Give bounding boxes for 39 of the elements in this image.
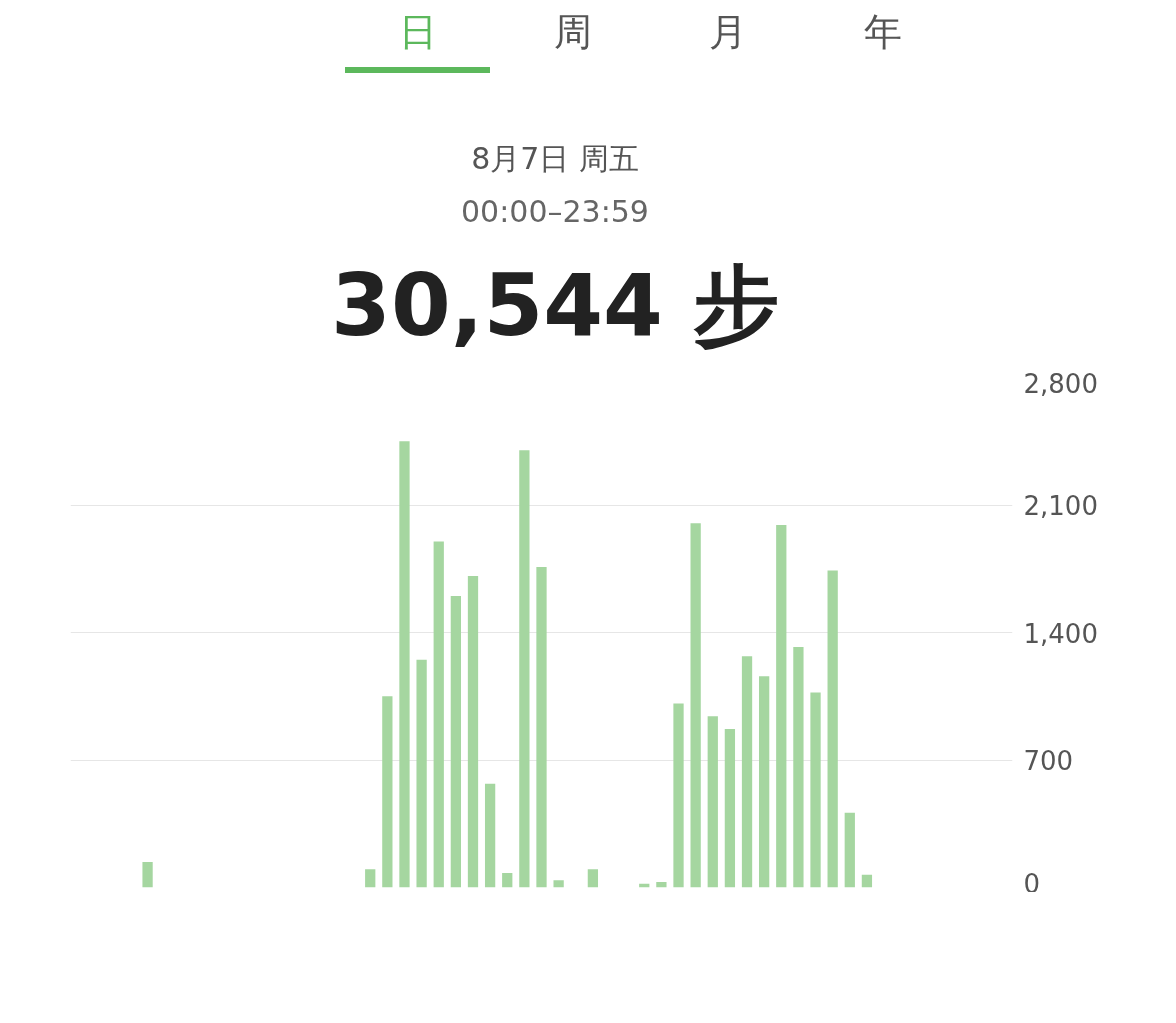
bar (707, 716, 718, 888)
bar (741, 655, 753, 888)
y-tick-label: 0 (1023, 868, 1041, 899)
bar (484, 783, 496, 888)
text: 年 (863, 9, 902, 56)
bar (416, 659, 427, 888)
chart-title: 30,544 步 (331, 253, 779, 357)
bar (861, 874, 873, 888)
bar (587, 869, 599, 888)
bar (810, 692, 821, 888)
bar (793, 646, 804, 888)
bar (827, 570, 838, 888)
bar (519, 450, 530, 888)
y-tick-label: 1,400 (1023, 618, 1098, 649)
bar (399, 441, 410, 888)
bar (759, 676, 770, 888)
chart-subtitle: 00:00–23:59 (461, 193, 649, 232)
y-tick-label: 2,800 (1023, 368, 1098, 399)
bar (553, 880, 564, 888)
text: 8月7日 周五 (471, 140, 639, 179)
text: 月 (708, 9, 747, 56)
bar (142, 861, 153, 888)
bar (502, 872, 513, 888)
bar (776, 524, 787, 888)
text: 日 (398, 9, 437, 56)
bar (450, 595, 461, 888)
y-tick-label: 2,100 (1023, 490, 1098, 521)
y-tick-label: 700 (1023, 745, 1074, 776)
bar (365, 869, 376, 888)
bar (536, 566, 547, 888)
bar (673, 703, 684, 888)
bar (382, 696, 393, 888)
bar (433, 541, 444, 888)
bar (656, 881, 667, 888)
bar (724, 728, 736, 888)
bar (844, 812, 855, 888)
bar (690, 523, 701, 888)
bar (467, 575, 479, 888)
text: 周 (553, 9, 592, 56)
